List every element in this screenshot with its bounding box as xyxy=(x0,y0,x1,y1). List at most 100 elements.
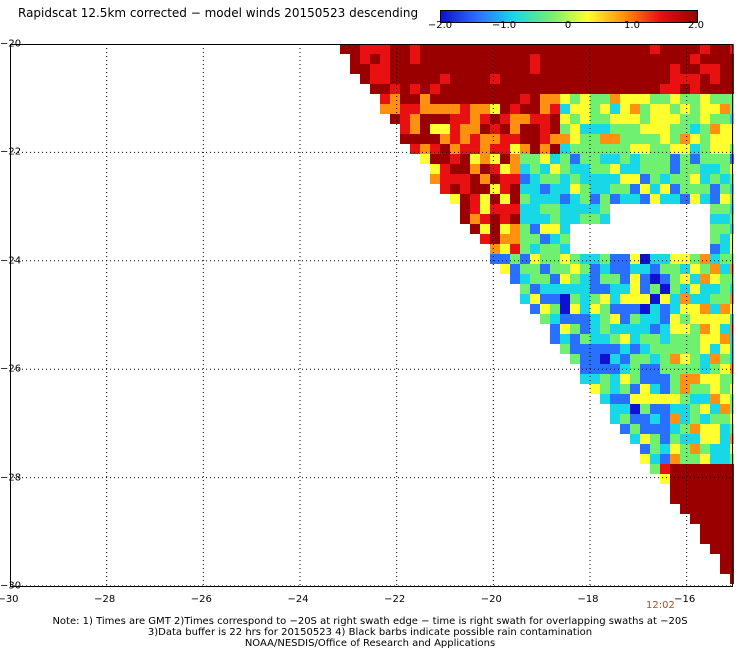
swath-cell xyxy=(560,144,570,154)
swath-cell xyxy=(660,444,670,454)
swath-cell xyxy=(530,294,540,304)
swath-cell xyxy=(660,354,670,364)
swath-cell xyxy=(460,124,470,134)
swath-cell xyxy=(660,94,670,104)
swath-cell xyxy=(630,144,640,154)
swath-cell xyxy=(660,144,670,154)
swath-cell xyxy=(570,164,580,174)
y-tick-label: −26 xyxy=(0,363,22,375)
swath-cell xyxy=(480,104,490,114)
swath-cell xyxy=(650,44,660,54)
swath-cell xyxy=(660,364,670,374)
swath-cell xyxy=(450,114,460,124)
swath-cell xyxy=(500,54,510,64)
colorbar-label: 2.0 xyxy=(688,20,704,31)
swath-cell xyxy=(580,194,590,204)
swath-cell xyxy=(480,134,490,144)
swath-cell xyxy=(570,134,580,144)
swath-cell xyxy=(700,514,710,524)
swath-cell xyxy=(500,234,510,244)
swath-cell xyxy=(640,114,650,124)
swath-cell xyxy=(540,144,550,154)
swath-cell xyxy=(650,164,660,174)
swath-cell xyxy=(560,224,570,234)
swath-cell xyxy=(530,114,540,124)
swath-cell xyxy=(570,294,580,304)
swath-cell xyxy=(620,104,630,114)
swath-cell xyxy=(600,254,610,264)
swath-cell xyxy=(630,44,640,54)
swath-cell xyxy=(520,134,530,144)
swath-cell xyxy=(640,374,650,384)
swath-cell xyxy=(460,44,470,54)
swath-cell xyxy=(680,314,690,324)
swath-cell xyxy=(720,44,730,54)
swath-cell xyxy=(660,154,670,164)
swath-cell xyxy=(570,114,580,124)
swath-cell xyxy=(640,384,650,394)
swath-cell xyxy=(460,114,470,124)
swath-cell xyxy=(710,44,720,54)
swath-cell xyxy=(640,124,650,134)
x-tick-label: −18 xyxy=(577,594,599,605)
swath-cell xyxy=(640,64,650,74)
swath-cell xyxy=(610,64,620,74)
swath-cell xyxy=(400,134,410,144)
swath-cell xyxy=(510,224,520,234)
swath-cell xyxy=(590,84,600,94)
swath-cell xyxy=(600,284,610,294)
note-line-1: Note: 1) Times are GMT 2)Times correspon… xyxy=(52,616,688,627)
swath-cell xyxy=(570,54,580,64)
swath-cell xyxy=(670,194,680,204)
swath-cell xyxy=(670,274,680,284)
swath-cell xyxy=(640,144,650,154)
swath-cell xyxy=(520,74,530,84)
swath-cell xyxy=(410,114,420,124)
swath-cell xyxy=(690,174,700,184)
swath-cell xyxy=(710,74,720,84)
swath-cell xyxy=(660,374,670,384)
swath-cell xyxy=(610,54,620,64)
swath-cell xyxy=(490,234,500,244)
swath-cell xyxy=(620,74,630,84)
swath-cell xyxy=(620,334,630,344)
swath-cell xyxy=(640,394,650,404)
swath-cell xyxy=(700,64,710,74)
swath-cell xyxy=(570,324,580,334)
swath-cell xyxy=(670,54,680,64)
swath-cell xyxy=(600,194,610,204)
swath-cell xyxy=(490,74,500,84)
colorbar-label: −2.0 xyxy=(427,20,453,31)
swath-cell xyxy=(540,204,550,214)
swath-cell xyxy=(560,64,570,74)
swath-cell xyxy=(570,124,580,134)
swath-cell xyxy=(680,484,690,494)
swath-cell xyxy=(580,54,590,64)
swath-cell xyxy=(620,404,630,414)
swath-cell xyxy=(670,44,680,54)
swath-cell xyxy=(720,154,730,164)
swath-cell xyxy=(510,114,520,124)
swath-cell xyxy=(600,294,610,304)
swath-cell xyxy=(720,344,730,354)
swath-cell xyxy=(660,454,670,464)
swath-cell xyxy=(710,174,720,184)
swath-cell xyxy=(680,334,690,344)
swath-cell xyxy=(450,134,460,144)
swath-cell xyxy=(640,404,650,414)
swath-cell xyxy=(600,44,610,54)
colorbar xyxy=(440,10,698,23)
swath-cell xyxy=(400,44,410,54)
swath-cell xyxy=(450,64,460,74)
swath-cell xyxy=(430,74,440,84)
swath-cell xyxy=(550,334,560,344)
swath-cell xyxy=(460,74,470,84)
x-tick-label: −30 xyxy=(0,594,19,605)
swath-cell xyxy=(700,134,710,144)
x-tick-label: −24 xyxy=(287,594,309,605)
swath-cell xyxy=(710,284,720,294)
swath-cell xyxy=(560,204,570,214)
swath-cell xyxy=(440,84,450,94)
swath-cell xyxy=(560,344,570,354)
swath-cell xyxy=(540,114,550,124)
